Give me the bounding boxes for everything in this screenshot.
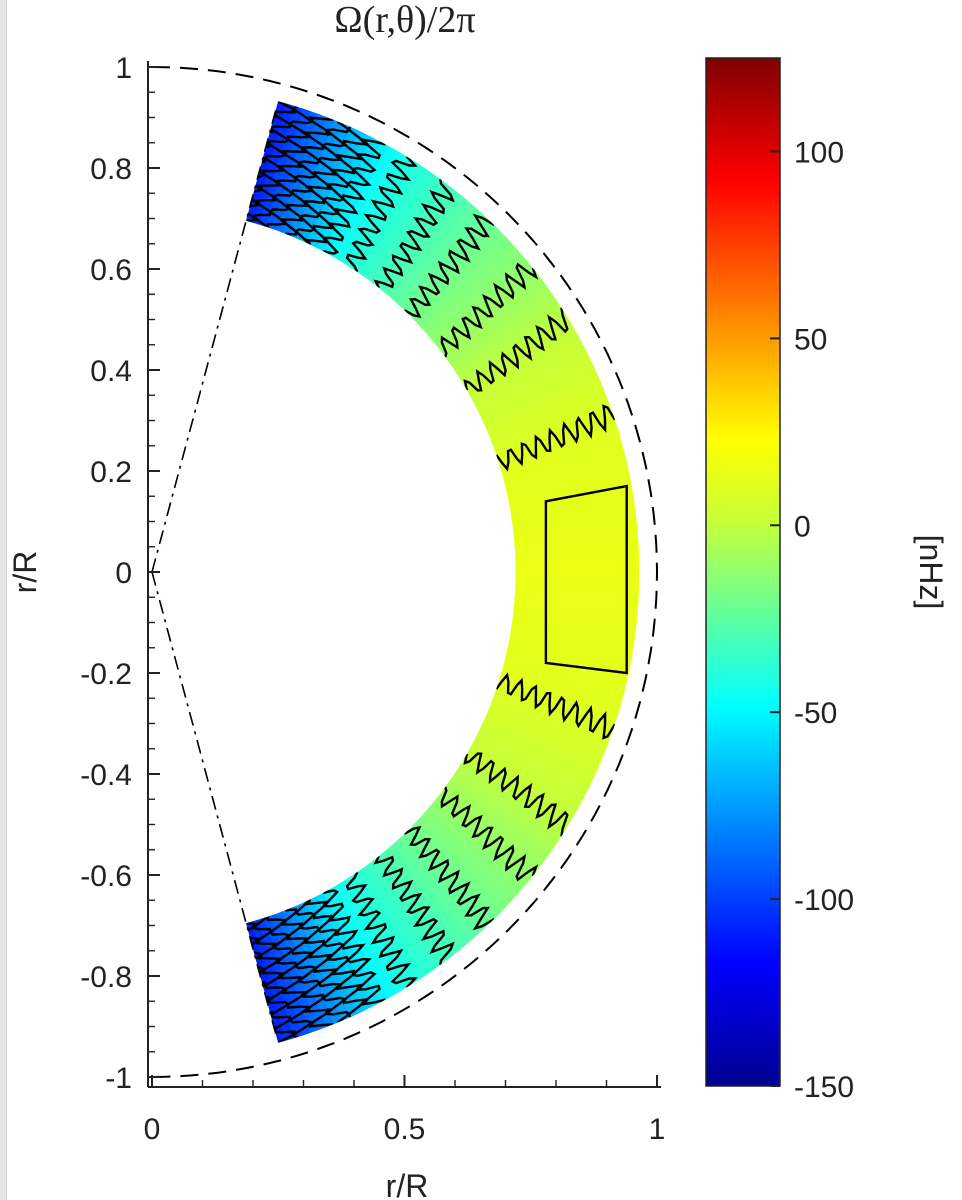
y-axis-label: r/R	[7, 551, 43, 594]
contour-line	[403, 825, 495, 931]
y-tick-label: 0.4	[90, 355, 132, 388]
contour-line	[373, 178, 455, 289]
axes: 10.80.60.40.20-0.2-0.4-0.6-0.8-1 0 0.5 1 r…	[7, 52, 665, 1200]
y-tick-label: -0.2	[80, 658, 132, 691]
contour-line	[266, 916, 316, 1039]
contour-line	[250, 101, 297, 229]
colorbar-tick-label: 50	[794, 323, 827, 356]
latitude-boundary-north	[151, 108, 278, 573]
plot-area	[151, 66, 659, 1078]
contour-line	[266, 105, 316, 228]
colorbar-tick-label: -150	[794, 1071, 854, 1104]
y-tick-label: 0.6	[90, 254, 132, 287]
contour-line	[293, 120, 351, 245]
y-tick-label: 0	[115, 557, 132, 590]
contour-line	[321, 889, 386, 1006]
colorbar-tick-label: -50	[794, 697, 837, 730]
rotation-rate-field	[246, 101, 640, 1043]
surface-reference-circle	[151, 66, 659, 1078]
colorbar-tick-label: -100	[794, 884, 854, 917]
y-tick-label: -0.8	[80, 961, 132, 994]
contour-line	[440, 786, 539, 882]
x-ticks: 0 0.5 1	[144, 1075, 666, 1146]
contour-line	[373, 855, 455, 966]
x-tick-label: 0.5	[384, 1113, 426, 1146]
y-tick-label: 1	[115, 52, 132, 85]
colorbar-scale	[705, 57, 781, 1087]
colorbar: 100 50 0 -50 -100 -150 [nHz]	[705, 57, 949, 1104]
contour-line	[321, 138, 386, 255]
contour-line	[280, 116, 334, 236]
contour-line	[544, 484, 628, 675]
x-tick-label: 0	[144, 1113, 161, 1146]
contour-line	[495, 404, 617, 472]
colorbar-tick-label: 0	[794, 510, 811, 543]
colorbar-label: [nHz]	[913, 535, 949, 610]
y-tick-label: -1	[105, 1062, 132, 1095]
contour-line	[463, 307, 569, 392]
y-tick-label: 0.8	[90, 153, 132, 186]
y-tick-label: 0.2	[90, 456, 132, 489]
contour-lines	[246, 101, 628, 1043]
y-ticks: 1 0.8 0.6 0.4 0.2 0 -0.2 -0.4 -0.6 -0.8 -1	[80, 52, 160, 1095]
window-left-edge	[0, 0, 7, 1200]
contour-line	[280, 908, 334, 1028]
colorbar-tick-label: 100	[794, 136, 844, 169]
contour-line	[293, 899, 351, 1024]
contour-line	[345, 155, 418, 273]
chart-title: Ω(r,θ)/2π	[334, 0, 475, 41]
contour-line	[345, 871, 418, 989]
contour-line	[440, 262, 539, 358]
contour-line	[463, 752, 569, 837]
y-tick-label: -0.4	[80, 759, 132, 792]
latitude-boundary-south	[151, 571, 278, 1036]
contour-line	[250, 915, 297, 1043]
contour-line	[495, 672, 617, 740]
colorbar-ticks: 100 50 0 -50 -100 -150	[770, 136, 854, 1104]
y-tick-label: -0.6	[80, 860, 132, 893]
x-axis-label: r/R	[386, 1168, 429, 1200]
x-tick-label: 1	[649, 1113, 666, 1146]
contour-line	[403, 213, 495, 319]
